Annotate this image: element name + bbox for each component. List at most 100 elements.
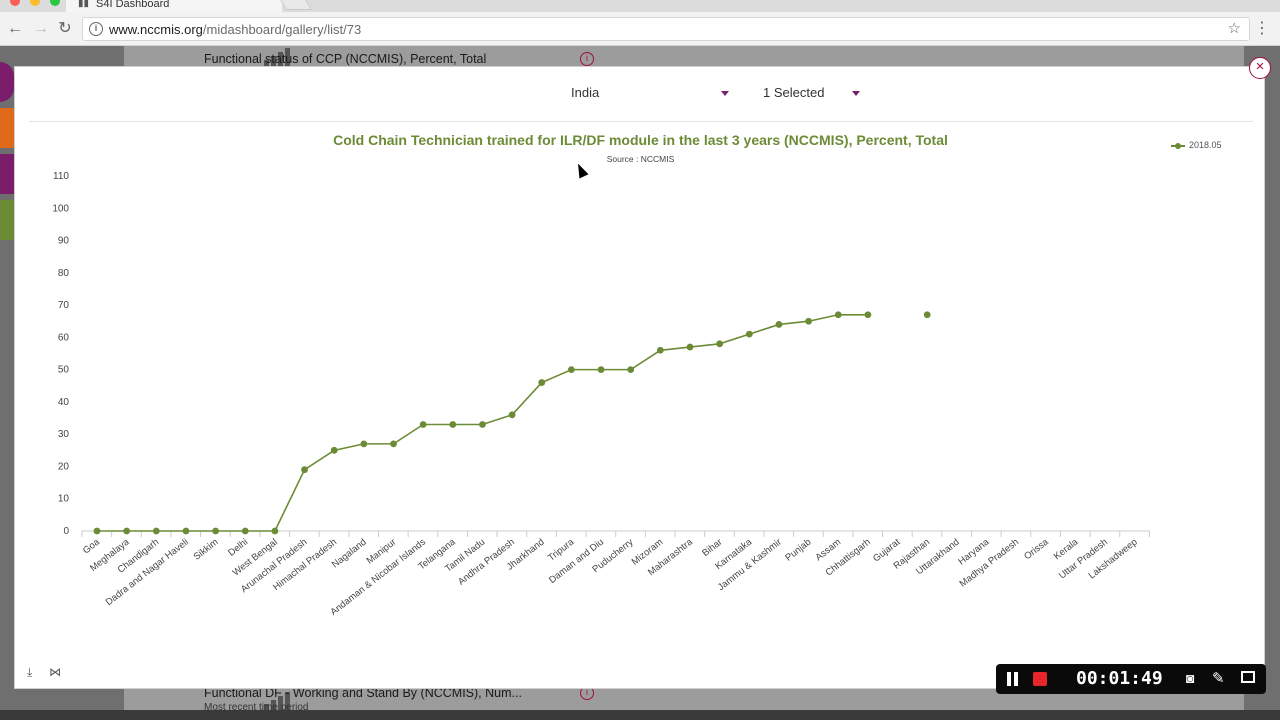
data-point (123, 527, 131, 535)
window-icon[interactable] (1241, 671, 1255, 683)
y-tick-label: 10 (58, 494, 70, 505)
y-tick-label: 40 (58, 397, 70, 408)
data-point (449, 421, 457, 428)
address-bar: ← → ↻ i www.nccmis.org/midashboard/galle… (0, 12, 1280, 46)
minimize-window-icon[interactable] (30, 0, 40, 6)
close-window-icon[interactable] (10, 0, 20, 6)
data-point (538, 379, 546, 386)
data-point (923, 311, 931, 319)
recording-timer: 00:01:49 (1076, 668, 1163, 689)
data-point (805, 317, 812, 325)
new-tab-button[interactable] (277, 0, 313, 10)
side-menu-orange-icon[interactable] (0, 108, 14, 148)
y-tick-label: 70 (58, 300, 70, 311)
background-card-title: Functional status of CCP (NCCMIS), Perce… (204, 52, 487, 66)
legend-swatch (1171, 142, 1185, 149)
data-point (864, 311, 872, 319)
back-arrow-icon[interactable]: ← (7, 20, 23, 37)
data-point (301, 466, 308, 474)
data-point (93, 527, 101, 535)
chart-subtitle: Source : NCCMIS (606, 154, 675, 164)
y-tick-label: 50 (58, 365, 70, 376)
data-point (775, 321, 783, 328)
data-point (419, 421, 427, 428)
reload-icon[interactable]: ↻ (58, 20, 72, 37)
tab-title: S4I Dashboard (96, 0, 170, 10)
background-info-icon[interactable]: i (580, 52, 594, 66)
y-tick-label: 20 (58, 461, 70, 472)
browser-tab[interactable]: ▮▮ S4I Dashboard (66, 0, 282, 12)
pause-icon[interactable] (1006, 672, 1020, 686)
browser-menu-icon[interactable]: ⋮ (1254, 20, 1270, 37)
y-tick-label: 100 (52, 203, 69, 214)
stop-record-icon[interactable] (1033, 672, 1047, 686)
pen-icon[interactable]: ✎ (1212, 670, 1225, 687)
data-point (479, 421, 486, 428)
bar-chart-icon (264, 48, 292, 66)
legend-label: 2018.05 (1189, 140, 1222, 150)
forward-arrow-icon[interactable]: → (33, 20, 49, 37)
data-point (271, 527, 279, 535)
chevron-down-icon (852, 91, 860, 96)
camera-icon[interactable]: ◙ (1186, 670, 1195, 686)
data-point (716, 340, 724, 348)
x-tick-label: Goa (81, 536, 102, 556)
url-path: /midashboard/gallery/list/73 (202, 22, 362, 37)
side-menu-purple-icon[interactable] (0, 154, 14, 194)
download-icon[interactable]: ⤓ (27, 665, 33, 679)
area-dropdown[interactable]: India (571, 85, 731, 100)
data-point (330, 446, 338, 454)
period-dropdown-value: 1 Selected (763, 85, 825, 100)
data-point (656, 346, 664, 354)
y-tick-label: 80 (58, 268, 70, 279)
y-tick-label: 90 (58, 236, 70, 247)
divider (29, 121, 1253, 122)
x-tick-label: Orissa (1022, 536, 1051, 562)
data-point (686, 343, 694, 351)
y-tick-label: 110 (53, 171, 69, 182)
side-logo-icon[interactable] (0, 62, 14, 102)
area-dropdown-value: India (571, 85, 600, 100)
chart-legend[interactable]: 2018.05 (1171, 140, 1222, 150)
maximize-window-icon[interactable] (50, 0, 60, 6)
x-tick-label: Sikkim (192, 537, 221, 563)
favicon-icon: ▮▮ (78, 0, 90, 9)
y-tick-label: 60 (58, 332, 70, 343)
browser-tab-bar: ▮▮ S4I Dashboard (0, 0, 1280, 12)
period-dropdown[interactable]: 1 Selected (763, 85, 863, 100)
data-point (241, 527, 249, 535)
bookmark-star-icon[interactable]: ☆ (1227, 20, 1241, 37)
data-point (597, 366, 605, 374)
y-tick-label: 30 (58, 429, 70, 440)
close-modal-button[interactable]: × (1249, 57, 1271, 79)
data-point (568, 366, 575, 374)
x-tick-label: Punjab (783, 537, 813, 564)
x-tick-label: Delhi (226, 537, 250, 559)
side-menu-green-icon[interactable] (0, 200, 14, 240)
data-point (508, 411, 516, 419)
x-tick-label: Bihar (700, 537, 724, 559)
line-chart: 0102030405060708090100110GoaMeghalayaCha… (52, 171, 1150, 618)
y-tick-label: 0 (63, 526, 69, 537)
data-point (360, 440, 368, 448)
chart-title: Cold Chain Technician trained for ILR/DF… (333, 132, 948, 148)
bar-chart-icon (264, 692, 292, 712)
data-point (152, 527, 160, 535)
site-info-icon[interactable]: i (89, 22, 103, 36)
share-icon[interactable]: ⋈ (49, 665, 61, 679)
data-point (212, 527, 220, 535)
background-card-subtitle: Most recent time period (204, 702, 309, 713)
data-point (745, 330, 753, 338)
data-point (627, 366, 635, 374)
url-input[interactable]: i www.nccmis.org/midashboard/gallery/lis… (82, 17, 1250, 41)
background-card-header: Functional status of CCP (NCCMIS), Perce… (124, 46, 1244, 68)
url-host: www.nccmis.org (109, 22, 203, 37)
data-point (182, 527, 190, 535)
background-card-title: Functional DF - Working and Stand By (NC… (204, 686, 522, 700)
screen-recorder-bar: 00:01:49 ◙ ✎ (996, 664, 1266, 694)
taskbar (0, 710, 1280, 720)
data-point (390, 440, 397, 448)
chevron-down-icon (721, 91, 729, 96)
data-point (834, 311, 842, 319)
chart-modal: India 1 Selected Cold Chain Technician t… (14, 66, 1265, 689)
